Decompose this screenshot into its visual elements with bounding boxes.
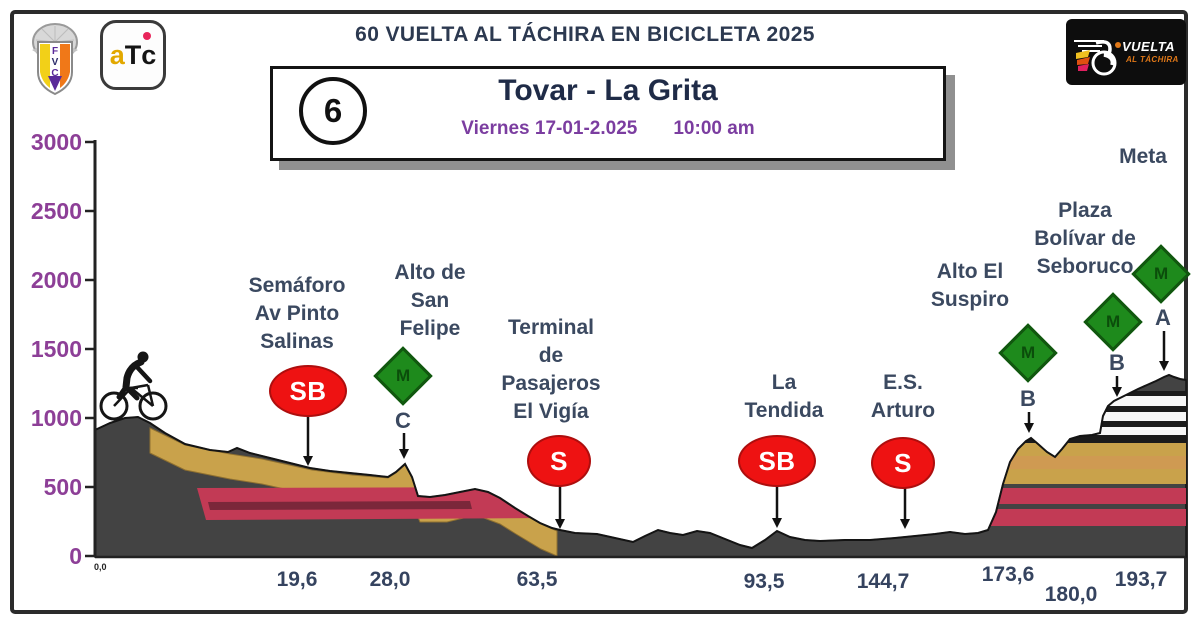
waypoint-label-san-felipe: Alto de San Felipe bbox=[394, 261, 466, 340]
stage-title: Tovar - La Grita bbox=[498, 74, 718, 107]
vuelta-logo-mark bbox=[1074, 40, 1121, 76]
y-tick-2000: 2000 bbox=[30, 267, 82, 293]
category-letter-meta: A bbox=[1155, 305, 1171, 330]
x-tick-93-5: 93,5 bbox=[743, 570, 785, 593]
page-title: 60 VUELTA AL TÁCHIRA EN BICICLETA 2025 bbox=[355, 23, 815, 46]
x-tick-28-0: 28,0 bbox=[369, 568, 411, 591]
federation-shield-logo: F V C bbox=[32, 23, 78, 96]
atc-letter-a: a bbox=[109, 39, 125, 70]
shield-letter-v: V bbox=[52, 57, 59, 68]
atc-logo: a T c bbox=[100, 20, 166, 90]
y-tick-1000: 1000 bbox=[30, 405, 82, 431]
atc-letter-c: c bbox=[141, 39, 157, 70]
category-letter-plaza-bolivar: B bbox=[1109, 350, 1125, 375]
sprint-badge-s-es-arturo: S bbox=[871, 437, 935, 489]
y-tick-500: 500 bbox=[43, 474, 82, 500]
x-tick-144-7: 144,7 bbox=[856, 570, 910, 593]
stage-date-time: Viernes 17-01-2.025 10:00 am bbox=[273, 118, 943, 140]
stage-time: 10:00 am bbox=[673, 118, 755, 139]
atc-letter-t: T bbox=[124, 39, 142, 70]
stage-date: Viernes 17-01-2.025 bbox=[461, 118, 638, 139]
atc-logo-dot bbox=[143, 32, 151, 40]
x-tick-173-6: 173,6 bbox=[981, 563, 1035, 586]
x-origin-label: 0,0 bbox=[94, 562, 107, 572]
waypoint-label-la-tendida: La Tendida bbox=[744, 371, 824, 422]
vuelta-tachira-logo: VUELTA AL TÁCHIRA bbox=[1066, 19, 1186, 85]
y-tick-0: 0 bbox=[69, 543, 82, 569]
x-tick-193-7: 193,7 bbox=[1114, 568, 1168, 591]
shield-letter-c: C bbox=[51, 68, 58, 79]
waypoint-label-es-arturo: E.S. Arturo bbox=[870, 371, 936, 422]
y-tick-2500: 2500 bbox=[30, 198, 82, 224]
y-tick-3000: 3000 bbox=[30, 129, 82, 155]
vuelta-logo-text-line1: VUELTA bbox=[1122, 39, 1176, 54]
waypoint-label-meta: Meta bbox=[1119, 145, 1167, 168]
outer-frame bbox=[10, 10, 1188, 614]
shield-letter-f: F bbox=[52, 46, 58, 57]
vuelta-logo-text-line2: AL TÁCHIRA bbox=[1126, 55, 1179, 64]
waypoint-label-alto-el-suspiro: Alto El Suspiro bbox=[930, 260, 1010, 311]
y-axis bbox=[85, 140, 97, 558]
waypoint-label-semaforo: Semáforo Av Pinto Salinas bbox=[248, 274, 346, 353]
category-letter-alto-el-suspiro: B bbox=[1020, 386, 1036, 411]
waypoint-label-plaza-bolivar: Plaza Bolívar de Seboruco bbox=[1034, 199, 1136, 278]
waypoint-label-terminal: Terminal de Pasajeros El Vigía bbox=[501, 316, 601, 423]
stage-info-box: 6 Tovar - La Grita Viernes 17-01-2.025 10… bbox=[270, 66, 946, 161]
cyclist-icon bbox=[99, 351, 168, 421]
sprint-badge-sb-la-tendida: SB bbox=[738, 435, 816, 487]
x-tick-63-5: 63,5 bbox=[516, 568, 558, 591]
y-tick-1500: 1500 bbox=[30, 336, 82, 362]
x-tick-180-0: 180,0 bbox=[1044, 583, 1098, 606]
stage-number-badge: 6 bbox=[299, 77, 367, 145]
sprint-badge-sb-semaforo: SB bbox=[269, 365, 347, 417]
x-tick-19-6: 19,6 bbox=[276, 568, 318, 591]
sprint-badge-s-terminal: S bbox=[527, 435, 591, 487]
category-letter-san-felipe: C bbox=[395, 408, 411, 433]
